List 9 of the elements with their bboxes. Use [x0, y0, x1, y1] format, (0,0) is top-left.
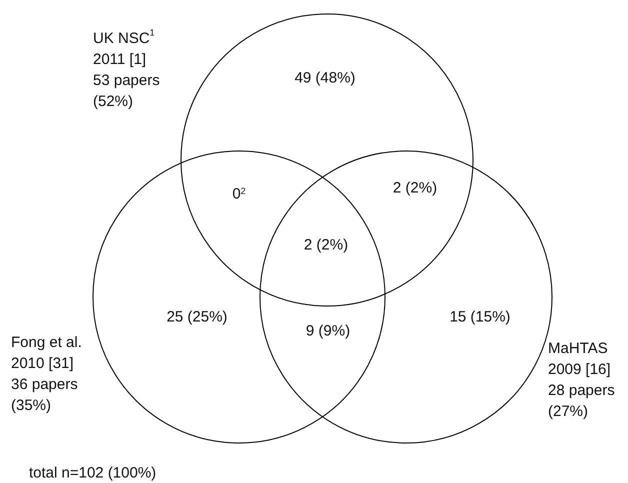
- text: Fong et al. 2010 [31] 36 papers (35%): [11, 334, 82, 414]
- data-label: 2 (2%): [392, 180, 438, 196]
- data-label: 15 (15%): [450, 308, 510, 326]
- data-label: 49 (48%): [294, 70, 356, 86]
- text: MaHTAS 2009 [16] 28 papers (27%): [548, 340, 615, 420]
- data-label: 25 (25%): [166, 308, 228, 326]
- data-label: 2 (2%): [304, 236, 348, 254]
- data-label: 9 (9%): [306, 322, 350, 340]
- text: total n=102 (100%): [29, 464, 156, 482]
